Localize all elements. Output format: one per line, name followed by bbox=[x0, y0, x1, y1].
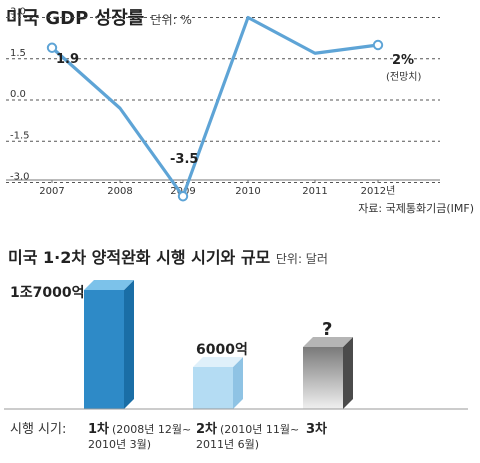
gdp-point-label: -3.5 bbox=[170, 152, 198, 167]
qe-period-label: 2011년 6월) bbox=[196, 438, 259, 451]
gdp-x-tick-label: 2007 bbox=[39, 186, 64, 197]
gdp-x-tick-label: 2008 bbox=[107, 186, 132, 197]
gdp-x-tick-label: 2012년 bbox=[361, 185, 396, 197]
qe-category-label: 3차 bbox=[306, 421, 327, 437]
qe-period-label: (2010년 11월~ bbox=[220, 423, 299, 436]
qe-bar-value-label: 1조7000억 bbox=[10, 285, 84, 301]
gdp-y-tick-label: -3.0 bbox=[10, 172, 30, 183]
qe-unit-label: 단위: 달러 bbox=[276, 252, 328, 266]
gdp-data-point bbox=[374, 41, 382, 49]
gdp-x-tick-label: 2011 bbox=[302, 186, 327, 197]
qe-category-label: 2차 bbox=[196, 421, 217, 437]
qe-period-label: 2010년 3월) bbox=[88, 438, 151, 451]
qe-bar-top bbox=[303, 337, 353, 347]
gdp-source-note: 자료: 국제통화기금(IMF) bbox=[358, 202, 474, 215]
qe-bar-top bbox=[193, 357, 243, 367]
qe-bar-side bbox=[233, 357, 243, 409]
qe-bar-front bbox=[193, 367, 233, 409]
gdp-point-sublabel: (전망치) bbox=[386, 71, 422, 83]
gdp-point-label: 1.9 bbox=[56, 52, 79, 67]
qe-chart-title-text: 미국 1·2차 양적완화 시행 시기와 규모 bbox=[8, 248, 270, 267]
gdp-y-tick-label: 3.0 bbox=[10, 7, 26, 18]
gdp-line-chart: 3.01.50.0-1.5-3.0 2007200820092010201120… bbox=[0, 0, 480, 215]
gdp-point-label: 2% bbox=[392, 53, 414, 68]
gdp-x-tick-label: 2010 bbox=[235, 186, 260, 197]
qe-bar-top bbox=[84, 280, 134, 290]
gdp-data-point bbox=[179, 192, 187, 200]
gdp-y-tick-label: -1.5 bbox=[10, 130, 30, 141]
qe-period-label: (2008년 12월~ bbox=[112, 423, 191, 436]
gdp-data-point bbox=[48, 44, 56, 52]
qe-bar-value-label: ? bbox=[322, 319, 332, 340]
qe-bar-front bbox=[303, 347, 343, 409]
gdp-y-tick-label: 1.5 bbox=[10, 48, 26, 59]
qe-bar-side bbox=[343, 337, 353, 409]
qe-row-label: 시행 시기: bbox=[10, 421, 66, 437]
qe-chart-title: 미국 1·2차 양적완화 시행 시기와 규모 단위: 달러 bbox=[8, 244, 328, 268]
qe-bar-value-label: 6000억 bbox=[196, 342, 248, 358]
qe-category-label: 1차 bbox=[88, 421, 109, 437]
qe-bar-side bbox=[124, 280, 134, 409]
gdp-y-tick-label: 0.0 bbox=[10, 89, 26, 100]
gdp-series-line bbox=[52, 18, 378, 197]
qe-bar-front bbox=[84, 290, 124, 409]
